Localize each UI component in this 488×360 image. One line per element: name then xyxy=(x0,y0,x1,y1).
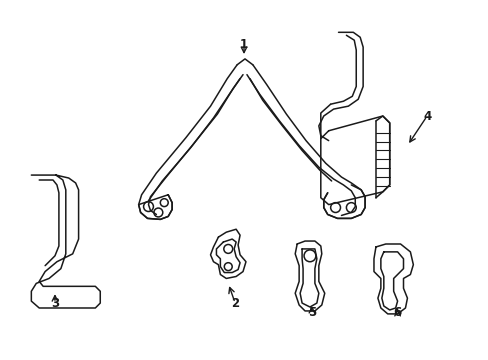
Text: 5: 5 xyxy=(307,306,315,319)
Text: 6: 6 xyxy=(393,306,401,319)
Text: 2: 2 xyxy=(231,297,239,310)
Text: 4: 4 xyxy=(422,109,430,122)
Text: 3: 3 xyxy=(51,297,59,310)
Text: 1: 1 xyxy=(240,38,247,51)
